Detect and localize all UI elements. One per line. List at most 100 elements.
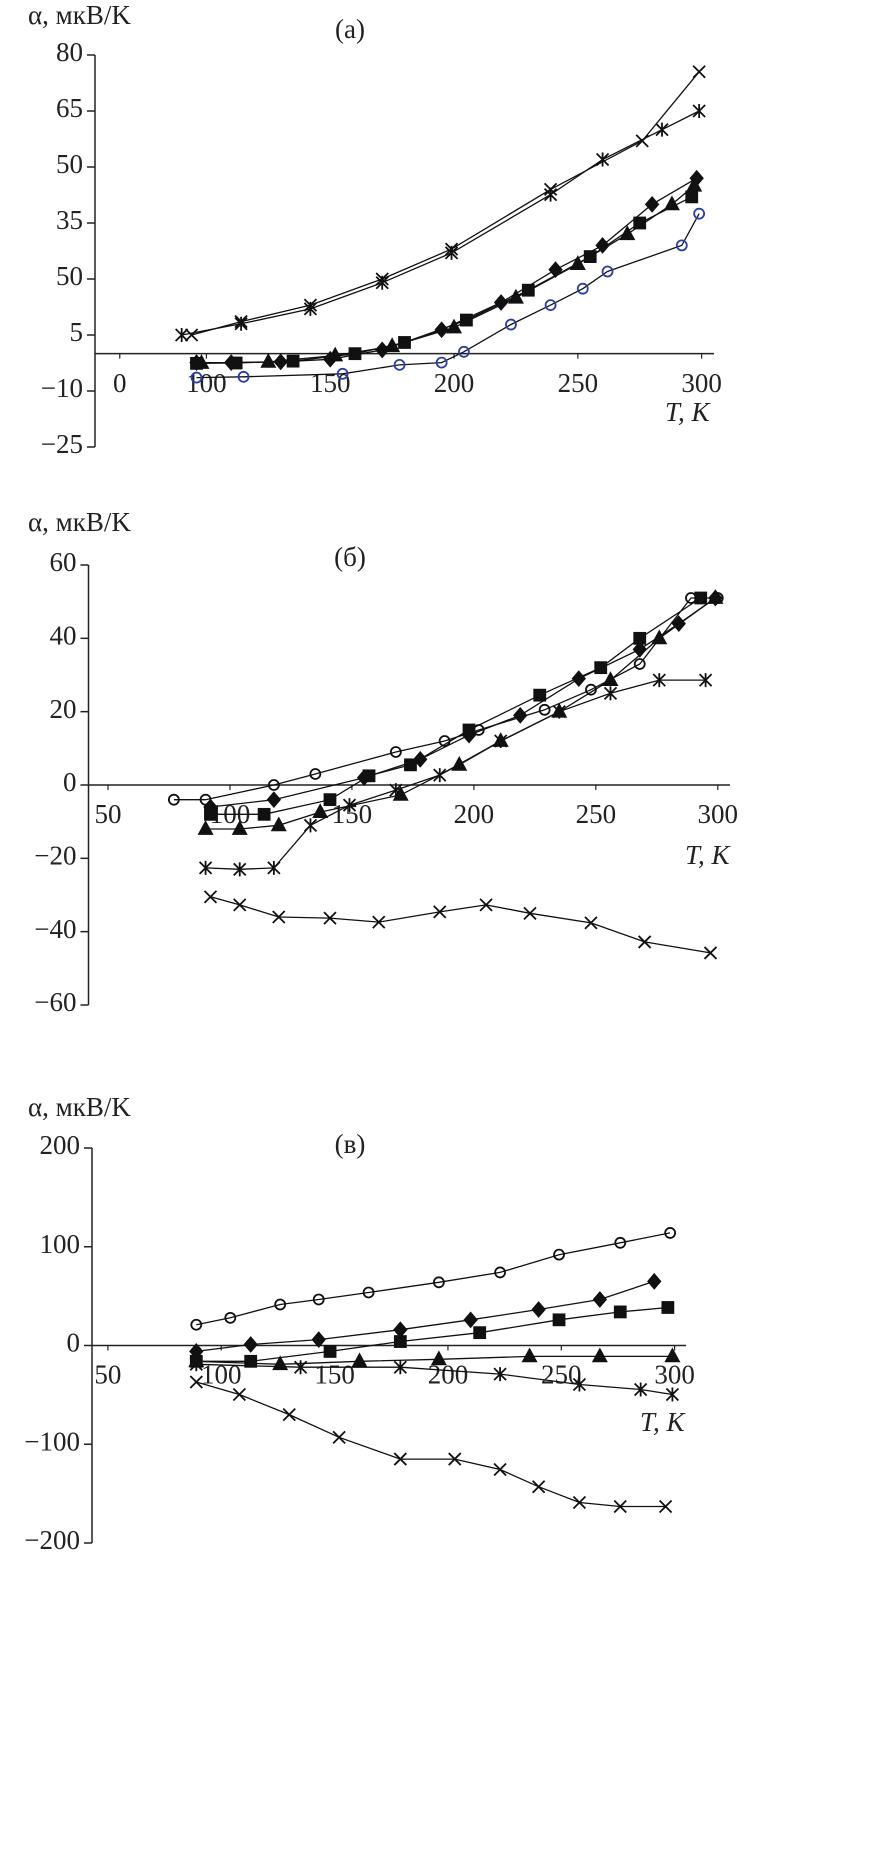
marker: [707, 589, 724, 604]
x-tick-label: 150: [310, 368, 351, 398]
marker: [309, 768, 322, 780]
marker: [531, 1301, 546, 1318]
marker: [293, 1360, 308, 1375]
marker: [332, 1430, 346, 1444]
marker: [595, 152, 610, 167]
marker: [614, 1236, 627, 1249]
marker: [463, 1311, 478, 1329]
panel-title: (б): [334, 542, 366, 572]
marker: [703, 946, 718, 960]
marker: [362, 1286, 375, 1299]
marker: [569, 255, 586, 270]
marker: [336, 367, 349, 380]
marker: [479, 898, 493, 912]
marker: [634, 1382, 648, 1397]
marker: [389, 746, 402, 758]
marker: [459, 313, 473, 327]
marker: [633, 658, 646, 670]
x-tick-label: 300: [654, 1360, 695, 1390]
panel-title: (в): [335, 1129, 366, 1159]
marker: [351, 1352, 368, 1368]
y-tick-label: −10: [41, 373, 83, 403]
marker: [444, 245, 459, 260]
marker: [633, 216, 647, 230]
marker: [266, 791, 282, 809]
series-line: [210, 597, 716, 808]
marker: [272, 1355, 289, 1371]
marker: [553, 1248, 565, 1261]
marker: [312, 1293, 325, 1306]
marker: [167, 793, 180, 806]
x-tick-label: 100: [186, 368, 227, 398]
marker: [665, 1387, 680, 1402]
y-tick-label: −100: [24, 1426, 80, 1456]
marker: [312, 803, 329, 819]
x-tick-label: 250: [576, 799, 617, 829]
marker: [644, 195, 660, 213]
marker: [651, 629, 668, 645]
series-line: [196, 196, 692, 365]
marker: [552, 1313, 566, 1327]
y-tick-label: 65: [56, 93, 83, 123]
marker: [637, 935, 652, 949]
marker: [189, 1357, 203, 1372]
marker: [393, 358, 406, 371]
marker: [692, 104, 706, 118]
series-line: [181, 110, 700, 336]
marker: [584, 916, 598, 930]
y-tick-label: 35: [56, 205, 83, 235]
marker: [244, 1354, 258, 1368]
marker: [552, 704, 566, 719]
marker: [232, 1387, 247, 1402]
marker: [652, 673, 666, 688]
series-line: [196, 1280, 655, 1353]
marker: [572, 1377, 587, 1392]
marker: [635, 134, 649, 148]
marker: [531, 1480, 546, 1494]
marker: [603, 686, 618, 701]
marker: [432, 1276, 445, 1289]
marker: [538, 703, 551, 716]
marker: [571, 670, 586, 688]
marker: [327, 346, 344, 362]
marker: [592, 1291, 608, 1308]
marker: [233, 898, 247, 912]
y-tick-label: −25: [41, 429, 83, 459]
y-tick-label: 40: [50, 621, 77, 651]
marker: [494, 734, 508, 748]
marker: [647, 1272, 662, 1290]
series-line: [196, 177, 698, 364]
series-line: [196, 1232, 671, 1326]
marker: [435, 356, 448, 369]
marker: [274, 1298, 287, 1311]
marker: [270, 816, 287, 832]
series-line: [191, 71, 700, 336]
x-tick-label: 50: [95, 799, 122, 829]
marker: [204, 807, 217, 821]
x-tick-label: 150: [314, 1360, 355, 1390]
marker: [473, 1326, 487, 1340]
y-tick-label: 80: [56, 37, 83, 67]
marker: [272, 910, 286, 924]
marker: [362, 769, 376, 783]
marker: [323, 911, 337, 925]
panel-title: (a): [335, 14, 365, 44]
marker: [446, 318, 463, 334]
y-tick-label: 200: [40, 1130, 81, 1160]
marker: [282, 1407, 296, 1422]
marker: [384, 337, 401, 353]
series-line: [210, 896, 711, 954]
series-line: [210, 597, 702, 815]
marker: [494, 1266, 506, 1279]
x-axis-label: T, K: [685, 840, 732, 870]
marker: [493, 1462, 507, 1477]
y-axis-label: α, мкВ/K: [28, 1092, 131, 1122]
x-tick-label: 250: [558, 368, 599, 398]
marker: [375, 275, 389, 290]
y-tick-label: 5: [70, 317, 84, 347]
series-line: [173, 597, 718, 801]
marker: [493, 1367, 507, 1382]
y-tick-label: 60: [50, 547, 77, 577]
marker: [197, 820, 214, 835]
